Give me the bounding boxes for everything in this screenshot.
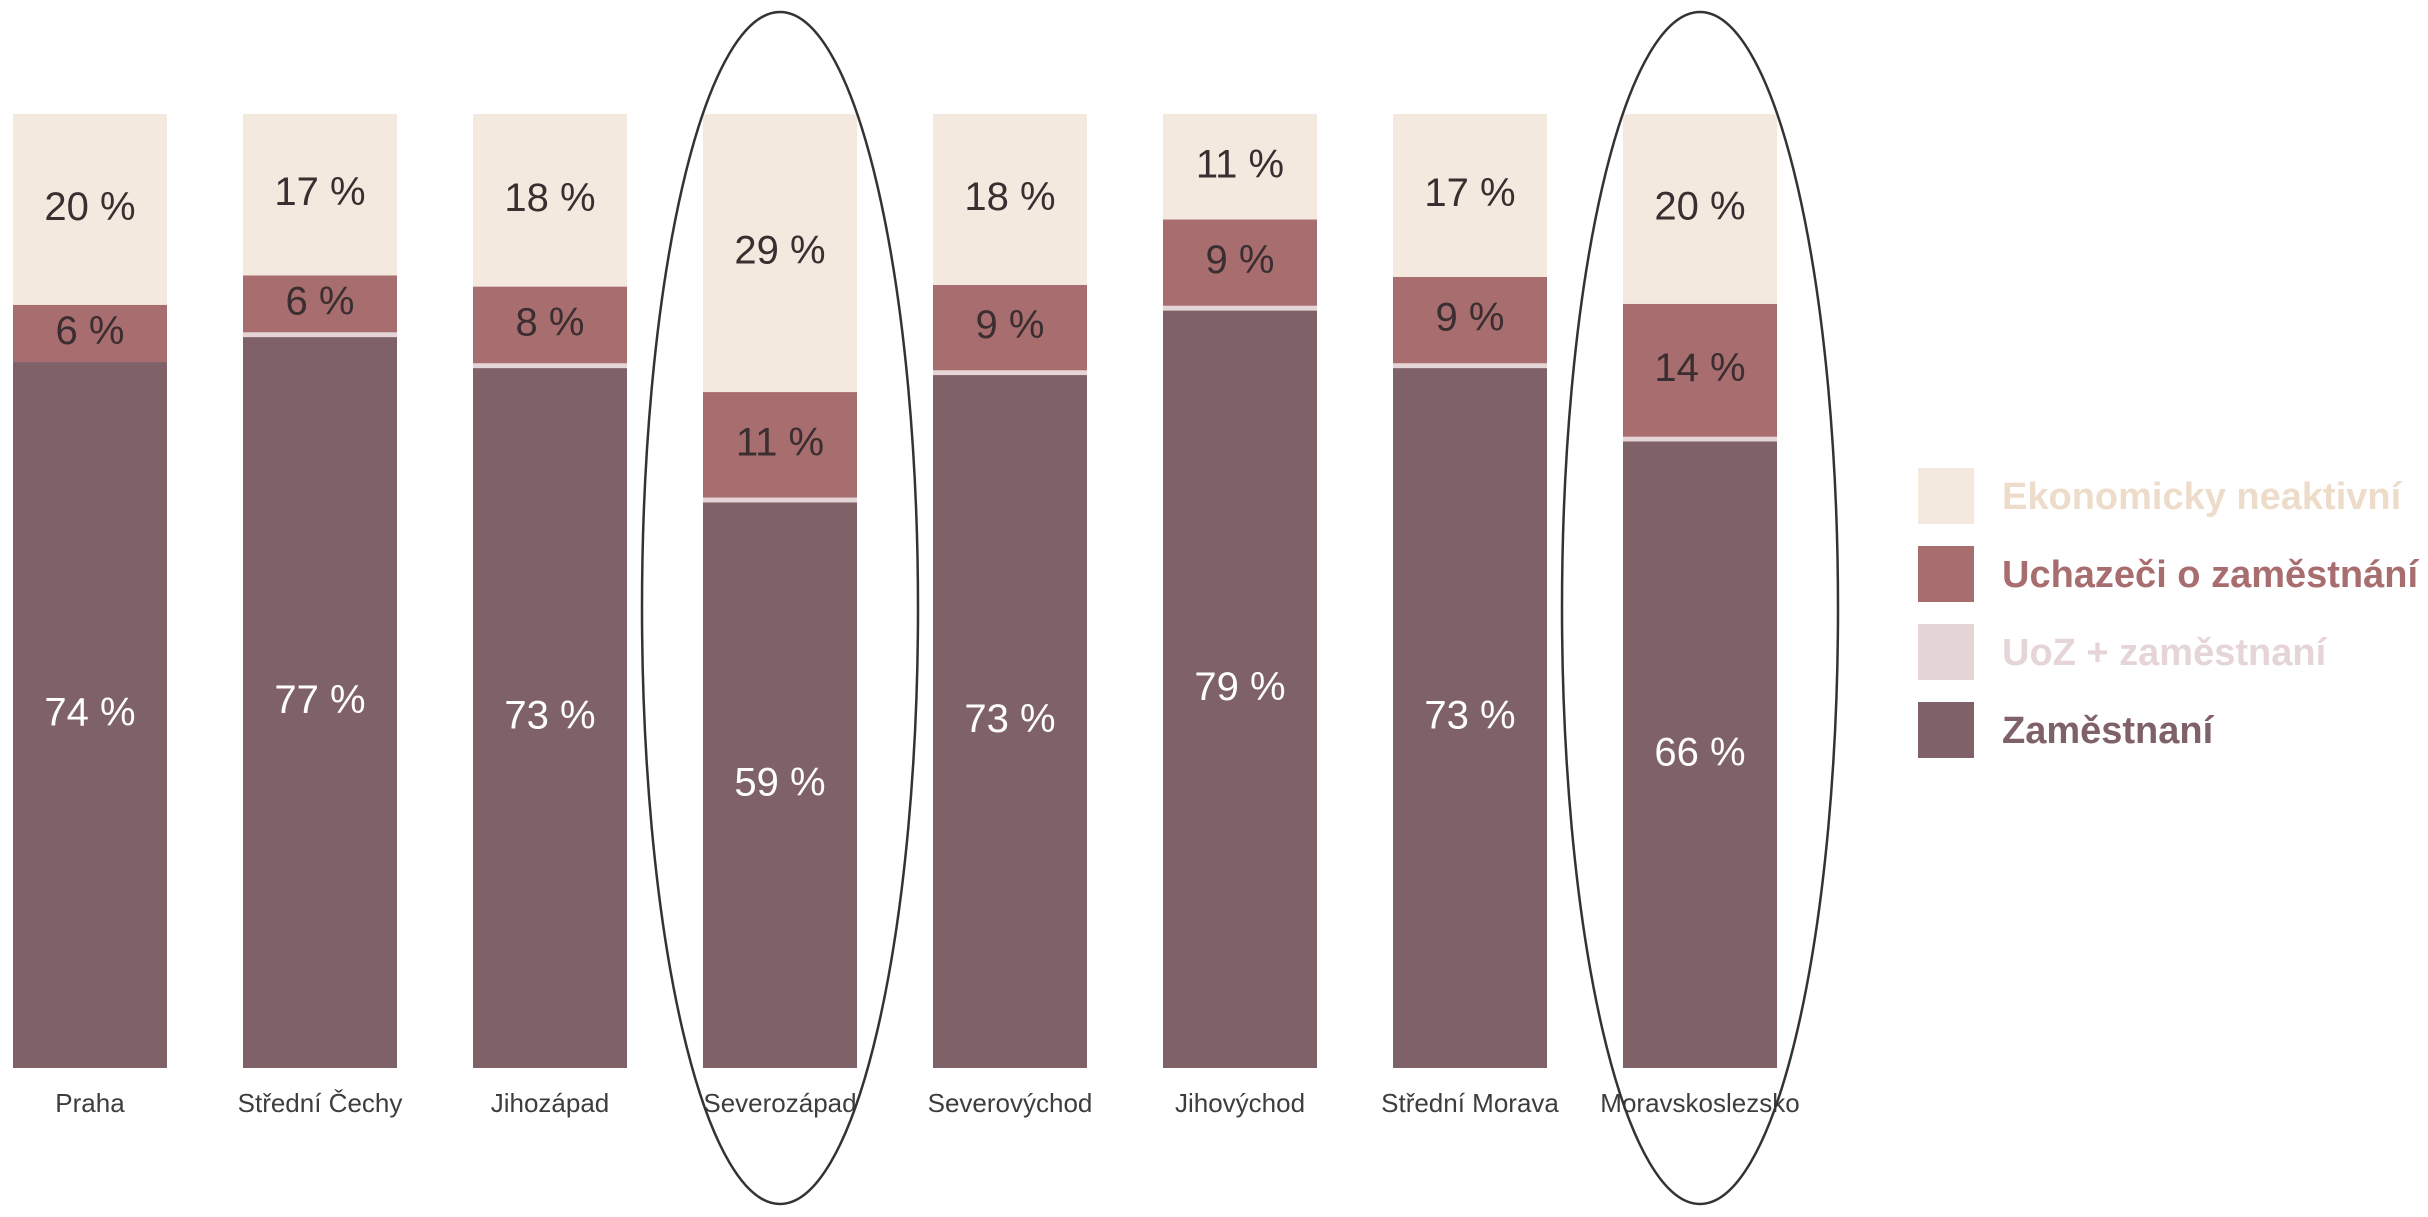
bar-segment-jihovýchod-0 [1163, 310, 1317, 1069]
data-label: 6 % [286, 279, 355, 323]
category-label: Moravskoslezsko [1600, 1088, 1799, 1118]
bar-segment-jihovýchod-2 [1163, 219, 1317, 306]
data-label: 73 % [964, 697, 1055, 741]
data-label: 11 % [1196, 142, 1284, 186]
bars-group: 74 % 6 % 20 % 77 % 6 % 17 % 73 % 8 % 18 % 59 % 11 … [13, 114, 1777, 1069]
category-labels: Praha Střední Čechy Jihozápad Severozápad Se… [55, 1088, 1799, 1118]
legend-label: Zaměstnaní [2002, 710, 2215, 752]
data-label: 73 % [504, 694, 595, 738]
data-label: 29 % [734, 229, 825, 273]
bar-segment-praha-3 [13, 114, 167, 305]
legend-swatch [1918, 468, 1974, 524]
bar-segment-střední-čechy-1 [243, 332, 397, 338]
data-label: 18 % [964, 175, 1055, 219]
legend-swatch [1918, 624, 1974, 680]
bar-segment-moravskoslezsko-1 [1623, 436, 1777, 442]
bar-segment-jihozápad-3 [473, 114, 627, 287]
data-label: 17 % [274, 170, 365, 214]
data-label: 8 % [516, 300, 585, 344]
legend: Ekonomicky neaktivní Uchazeči o zaměstnán… [1918, 468, 2419, 758]
bar-segment-severozápad-3 [703, 114, 857, 393]
data-label: 79 % [1194, 665, 1285, 709]
bar-segment-jihozápad-0 [473, 368, 627, 1068]
bar-segment-severovýchod-1 [933, 370, 1087, 376]
bar-segment-severovýchod-2 [933, 284, 1087, 371]
data-label: 9 % [1206, 238, 1275, 282]
data-label: 17 % [1424, 171, 1515, 215]
bar-segment-jihovýchod-3 [1163, 114, 1317, 220]
bar-segment-severozápad-2 [703, 392, 857, 498]
highlight-ellipse [1560, 10, 1840, 1206]
bar-segment-praha-0 [13, 362, 167, 1068]
legend-label: Uchazeči o zaměstnání [2002, 554, 2419, 596]
bar-segment-střední-morava-0 [1393, 368, 1547, 1068]
legend-label: UoZ + zaměstnaní [2002, 632, 2328, 674]
category-label: Jihozápad [491, 1088, 610, 1118]
category-label: Praha [55, 1088, 125, 1118]
bar-segment-jihozápad-1 [473, 363, 627, 369]
data-label: 66 % [1654, 730, 1745, 774]
bar-segment-střední-morava-2 [1393, 276, 1547, 364]
bar-segment-moravskoslezsko-3 [1623, 114, 1777, 304]
legend-swatch [1918, 702, 1974, 758]
data-label: 9 % [1436, 296, 1505, 340]
data-label: 9 % [976, 303, 1045, 347]
bar-segment-praha-2 [13, 304, 167, 363]
bar-segment-severovýchod-3 [933, 114, 1087, 285]
bar-segment-moravskoslezsko-2 [1623, 303, 1777, 437]
bar-segment-jihozápad-2 [473, 286, 627, 364]
data-label: 59 % [734, 761, 825, 805]
data-label: 14 % [1654, 346, 1745, 390]
bar-segment-severozápad-0 [703, 502, 857, 1069]
category-label: Severozápad [703, 1088, 856, 1118]
bar-segment-střední-morava-1 [1393, 363, 1547, 369]
highlight-ellipse [640, 10, 920, 1206]
bar-segment-střední-čechy-0 [243, 337, 397, 1069]
bar-segment-střední-čechy-2 [243, 275, 397, 333]
data-label: 74 % [44, 691, 135, 735]
data-label: 20 % [44, 185, 135, 229]
data-label: 73 % [1424, 694, 1515, 738]
category-label: Střední Čechy [238, 1088, 403, 1118]
category-label: Jihovýchod [1175, 1088, 1305, 1118]
data-label: 77 % [274, 678, 365, 722]
data-label: 18 % [504, 176, 595, 220]
bar-segment-moravskoslezsko-0 [1623, 441, 1777, 1068]
data-label: 11 % [736, 420, 824, 464]
bar-segment-severozápad-1 [703, 497, 857, 503]
highlight-ellipses [640, 10, 1840, 1206]
legend-label: Ekonomicky neaktivní [2002, 476, 2403, 518]
bar-segment-jihovýchod-1 [1163, 305, 1317, 311]
category-label: Střední Morava [1381, 1088, 1559, 1118]
bar-segment-střední-čechy-3 [243, 114, 397, 276]
bar-segment-střední-morava-3 [1393, 114, 1547, 277]
legend-swatch [1918, 546, 1974, 602]
category-label: Severovýchod [928, 1088, 1093, 1118]
data-label: 6 % [56, 309, 125, 353]
data-label: 20 % [1654, 184, 1745, 228]
bar-segment-severovýchod-0 [933, 375, 1087, 1068]
